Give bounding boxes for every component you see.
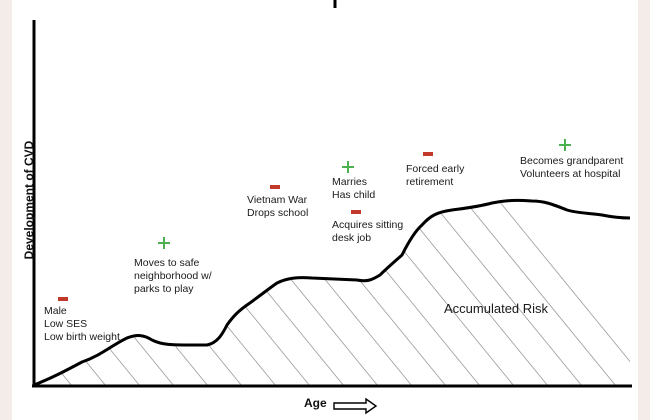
- event-line: Acquires sitting: [332, 219, 404, 231]
- event-marries: Marries Has child: [332, 176, 375, 202]
- event-vietnam: Vietnam War Drops school: [247, 194, 308, 220]
- hatch-line: [387, 200, 549, 385]
- event-moves: Moves to safe neighborhood w/ parks to p…: [134, 257, 212, 296]
- arrow-icon: [333, 397, 378, 415]
- diagram-canvas: Development of CVD Age Accumulated Risk …: [12, 0, 638, 420]
- hatch-line: [34, 200, 73, 385]
- event-line: Low SES: [44, 318, 88, 330]
- event-line: neighborhood w/: [134, 270, 212, 282]
- y-axis-label: Development of CVD: [22, 140, 36, 260]
- event-line: Male: [44, 305, 67, 317]
- event-line: Volunteers at hospital: [520, 168, 621, 180]
- positive-marker-icon: [342, 161, 354, 173]
- x-axis-arrow: [333, 397, 378, 415]
- event-retire: Forced early retirement: [406, 163, 464, 189]
- negative-marker-icon: [58, 297, 68, 301]
- event-line: Moves to safe: [134, 257, 200, 269]
- event-line: Has child: [332, 189, 376, 201]
- event-line: desk job: [332, 232, 372, 244]
- event-male: Male Low SES Low birth weight: [44, 305, 120, 344]
- event-line: Becomes grandparent: [520, 155, 624, 167]
- event-line: retirement: [406, 176, 454, 188]
- hatch-line: [489, 200, 630, 385]
- event-line: Drops school: [247, 207, 309, 219]
- event-grand: Becomes grandparent Volunteers at hospit…: [520, 155, 623, 181]
- risk-curve: [33, 198, 631, 387]
- positive-marker-icon: [559, 139, 571, 151]
- x-axis-label: Age: [304, 396, 327, 410]
- negative-marker-icon: [270, 185, 280, 189]
- event-line: Marries: [332, 176, 368, 188]
- negative-marker-icon: [423, 152, 433, 156]
- event-line: parks to play: [134, 283, 194, 295]
- hatch-line: [421, 200, 583, 385]
- positive-marker-icon: [158, 237, 170, 249]
- negative-marker-icon: [351, 210, 361, 214]
- event-line: Vietnam War: [247, 194, 308, 206]
- hatch-line: [455, 200, 617, 385]
- hatch-lines: [34, 200, 630, 385]
- diagram-svg: [32, 0, 632, 415]
- accumulated-risk-label: Accumulated Risk: [444, 301, 549, 316]
- event-desk: Acquires sitting desk job: [332, 219, 403, 245]
- event-line: Forced early: [406, 163, 465, 175]
- event-line: Low birth weight: [44, 331, 120, 343]
